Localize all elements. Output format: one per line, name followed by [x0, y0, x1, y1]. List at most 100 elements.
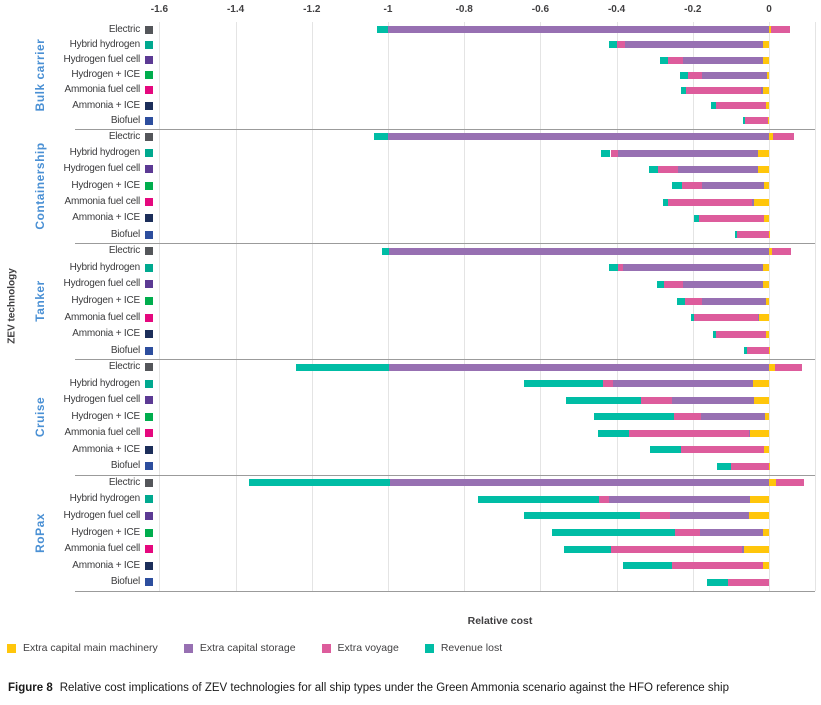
bar-segment-revenue	[691, 314, 695, 322]
bar-segment-revenue	[659, 56, 668, 64]
bar-segment-revenue	[609, 41, 617, 49]
technology-marker-icon	[145, 165, 153, 174]
bar-segment-voyage	[641, 396, 672, 404]
technology-marker-icon	[145, 561, 153, 570]
technology-marker-icon	[145, 330, 153, 339]
technology-marker-icon	[145, 511, 153, 520]
bar-segment-storage	[389, 247, 769, 255]
bar-segment-voyage	[772, 247, 792, 255]
bar-segment-voyage	[716, 330, 766, 338]
bar-segment-revenue	[249, 479, 390, 487]
legend-label: Extra capital storage	[199, 642, 296, 654]
technology-marker-icon	[145, 396, 153, 405]
legend-label: Revenue lost	[440, 642, 503, 654]
bar-segment-machinery	[769, 133, 773, 141]
bar-segment-storage	[682, 56, 763, 64]
bar-segment-revenue	[551, 529, 675, 536]
bar-segment-voyage	[775, 479, 804, 487]
bar-segment-storage	[760, 86, 763, 94]
bar-segment-machinery	[762, 56, 769, 64]
bar-segment-voyage	[744, 117, 769, 125]
bar-segment-voyage	[715, 102, 766, 110]
bar-segment-storage	[748, 429, 751, 437]
gridline	[235, 22, 237, 591]
bar-segment-storage	[700, 413, 765, 421]
bar-segment-storage	[702, 71, 768, 79]
technology-marker-icon	[145, 71, 153, 80]
bar-segment-revenue	[663, 198, 668, 206]
bar-segment-voyage	[667, 56, 683, 64]
technology-marker-icon	[145, 40, 153, 49]
x-axis-tick-label: 0	[766, 4, 772, 15]
group-separator-line	[75, 243, 815, 244]
bar-segment-revenue	[656, 280, 664, 288]
bar-segment-machinery	[769, 247, 773, 255]
bar-segment-revenue	[600, 149, 611, 157]
bar-segment-machinery	[768, 462, 770, 470]
technology-marker-icon	[145, 230, 153, 239]
bar-segment-revenue	[373, 133, 388, 141]
bar-segment-storage	[389, 479, 769, 487]
row-label: Biofuel	[110, 114, 140, 126]
bar-segment-revenue	[608, 264, 619, 272]
technology-marker-icon	[145, 86, 153, 95]
bar-segment-machinery	[767, 71, 769, 79]
technology-marker-icon	[145, 545, 153, 554]
row-label: Hybrid hydrogen	[69, 38, 141, 50]
bar-segment-storage	[701, 182, 765, 190]
bar-segment-voyage	[628, 429, 749, 437]
row-label: Ammonia + ICE	[72, 559, 140, 571]
bar-segment-voyage	[618, 264, 624, 272]
bar-segment-machinery	[762, 280, 769, 288]
bar-segment-machinery	[769, 363, 776, 371]
bar-segment-revenue	[295, 363, 390, 371]
bar-segment-revenue	[565, 396, 642, 404]
x-axis-tick-label: -0.6	[531, 4, 550, 15]
bar-segment-machinery	[768, 347, 770, 355]
bar-segment-voyage	[731, 462, 769, 470]
bar-segment-machinery	[762, 86, 769, 94]
bar-segment-voyage	[667, 198, 753, 206]
bar-segment-revenue	[713, 330, 717, 338]
row-label: Hydrogen + ICE	[71, 179, 140, 191]
technology-marker-icon	[145, 247, 153, 256]
technology-marker-icon	[145, 101, 153, 110]
bar-segment-revenue	[523, 380, 603, 388]
gridline	[692, 22, 694, 591]
bar-segment-machinery	[768, 117, 770, 125]
x-axis-tick-label: -1.4	[226, 4, 245, 15]
bar-segment-revenue	[717, 462, 732, 470]
legend-swatch-icon	[183, 643, 193, 653]
row-label: Hydrogen fuel cell	[63, 278, 141, 290]
row-label: Electric	[108, 130, 140, 142]
row-label: Hybrid hydrogen	[69, 261, 141, 273]
legend-item-revenue: Revenue lost	[424, 642, 503, 654]
bar-segment-machinery	[765, 330, 769, 338]
bar-segment-voyage	[688, 71, 703, 79]
bar-segment-voyage	[602, 380, 613, 388]
row-label: Ammonia + ICE	[72, 99, 140, 111]
technology-marker-icon	[145, 313, 153, 322]
gridline	[540, 22, 542, 591]
bar-segment-storage	[618, 149, 758, 157]
bar-segment-revenue	[648, 165, 659, 173]
bar-segment-storage	[757, 314, 760, 322]
row-label: Biofuel	[110, 460, 140, 472]
gridline	[769, 22, 770, 591]
bar-segment-machinery	[769, 26, 771, 34]
legend-swatch-icon	[424, 643, 434, 653]
row-label: Hydrogen fuel cell	[63, 163, 141, 175]
bar-segment-storage	[624, 41, 763, 49]
row-label: Ammonia fuel cell	[64, 311, 140, 323]
bar-segment-revenue	[377, 26, 388, 34]
gridline	[464, 22, 466, 591]
row-label: Ammonia fuel cell	[64, 427, 140, 439]
x-axis-tick-label: -0.4	[607, 4, 626, 15]
bar-segment-voyage	[746, 347, 769, 355]
bar-segment-machinery	[749, 495, 769, 503]
technology-marker-icon	[145, 132, 153, 141]
technology-marker-icon	[145, 263, 153, 272]
legend-item-voyage: Extra voyage	[321, 642, 399, 654]
bar-segment-voyage	[674, 529, 700, 536]
